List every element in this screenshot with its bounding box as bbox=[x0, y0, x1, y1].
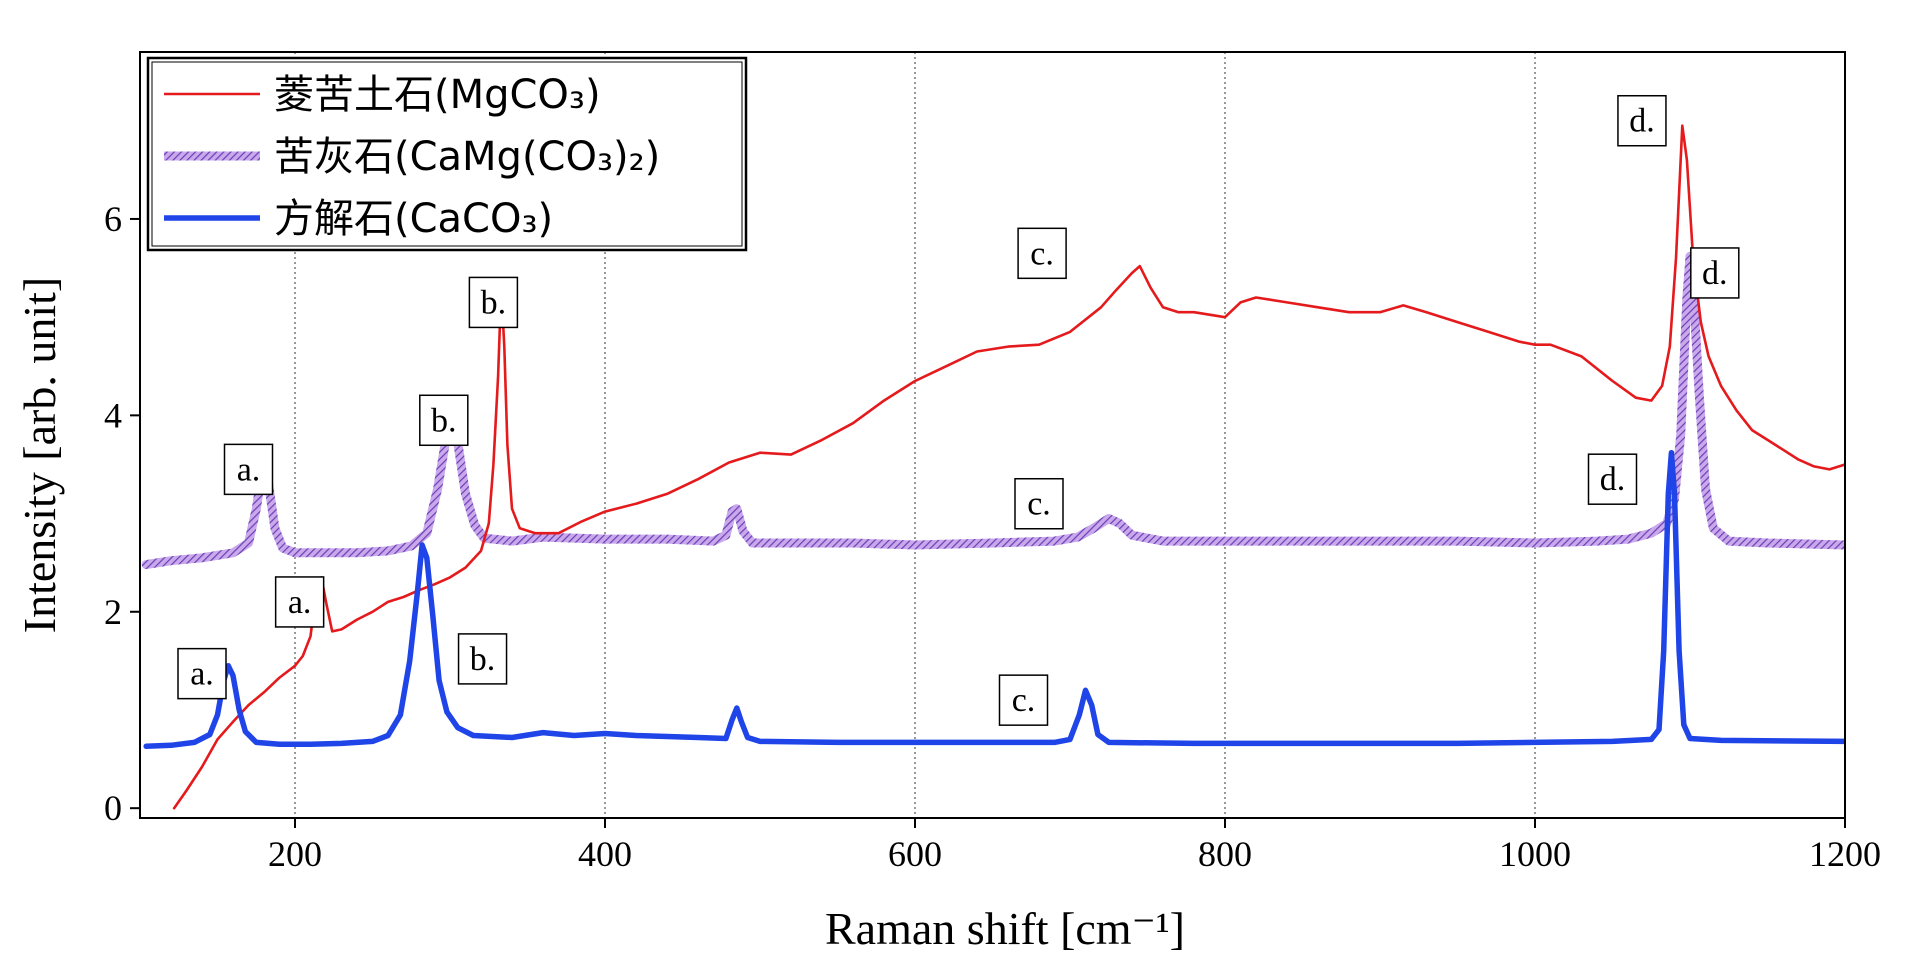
annotation-box bbox=[468, 276, 519, 329]
x-tick-label: 400 bbox=[578, 834, 632, 874]
annotation-box bbox=[419, 394, 469, 447]
x-tick-label: 1200 bbox=[1809, 834, 1881, 874]
x-tick-label: 600 bbox=[888, 834, 942, 874]
y-tick-label: 2 bbox=[104, 592, 122, 632]
annotation-label: d. bbox=[1629, 103, 1655, 140]
annotation-box bbox=[457, 633, 508, 685]
annotations: a. b. c. d. a. b. c. d. a. b. c. d. bbox=[177, 94, 1740, 726]
peak-annotation: a. bbox=[177, 647, 227, 700]
y-tick-label: 4 bbox=[104, 395, 122, 435]
peak-annotation: b. bbox=[468, 276, 519, 329]
annotation-box bbox=[1617, 94, 1667, 147]
annotation-label: d. bbox=[1702, 255, 1728, 292]
peak-annotation: c. bbox=[1017, 227, 1067, 280]
annotation-label: d. bbox=[1600, 461, 1626, 498]
annotation-label: b. bbox=[431, 402, 457, 439]
series-line-0 bbox=[172, 124, 1845, 810]
peak-annotation: a. bbox=[223, 443, 274, 496]
peak-annotation: b. bbox=[457, 633, 508, 685]
x-tick-label: 200 bbox=[268, 834, 322, 874]
annotation-label: b. bbox=[481, 284, 507, 321]
x-tick-label: 1000 bbox=[1499, 834, 1571, 874]
annotation-box bbox=[223, 443, 274, 496]
peak-annotation: d. bbox=[1690, 247, 1740, 299]
legend: 菱苦土石(MgCO₃) 苦灰石(CaMg(CO₃)₂) 方解石(CaCO₃) bbox=[146, 56, 748, 252]
legend-label: 菱苦土石(MgCO₃) bbox=[274, 72, 601, 118]
series-line-1 bbox=[141, 251, 1845, 570]
annotation-box bbox=[274, 576, 325, 628]
y-axis-title: Intensity [arb. unit] bbox=[14, 277, 65, 633]
legend-label: 苦灰石(CaMg(CO₃)₂) bbox=[274, 134, 660, 180]
ticks: 200 400 600 800 1000 1200 0 2 4 6 bbox=[104, 199, 1881, 874]
annotation-label: b. bbox=[470, 641, 496, 678]
peak-annotation: d. bbox=[1617, 94, 1667, 147]
annotation-label: a. bbox=[190, 656, 214, 693]
x-axis-title: Raman shift [cm⁻¹] bbox=[825, 903, 1185, 954]
annotation-box bbox=[1014, 477, 1064, 530]
annotation-label: c. bbox=[1012, 682, 1036, 719]
peak-annotation: b. bbox=[419, 394, 469, 447]
y-tick-label: 0 bbox=[104, 788, 122, 828]
plot-frame bbox=[139, 51, 1846, 819]
annotation-label: c. bbox=[1027, 486, 1051, 523]
annotation-box bbox=[998, 674, 1049, 726]
peak-annotation: d. bbox=[1587, 453, 1638, 505]
peak-annotation: c. bbox=[998, 674, 1049, 726]
annotation-box bbox=[1690, 247, 1740, 299]
annotation-label: c. bbox=[1030, 235, 1054, 272]
annotation-label: a. bbox=[288, 584, 312, 621]
legend-inner-frame bbox=[151, 61, 743, 247]
legend-label: 方解石(CaCO₃) bbox=[274, 196, 553, 242]
x-tick-label: 800 bbox=[1198, 834, 1252, 874]
annotation-box bbox=[1587, 453, 1638, 505]
annotation-box bbox=[1017, 227, 1067, 280]
annotation-box bbox=[177, 647, 227, 700]
peak-annotation: a. bbox=[274, 576, 325, 628]
y-tick-label: 6 bbox=[104, 199, 122, 239]
series-line-2 bbox=[143, 449, 1845, 750]
annotation-label: a. bbox=[237, 451, 261, 488]
series-layer bbox=[141, 124, 1845, 810]
peak-annotation: c. bbox=[1014, 477, 1064, 530]
